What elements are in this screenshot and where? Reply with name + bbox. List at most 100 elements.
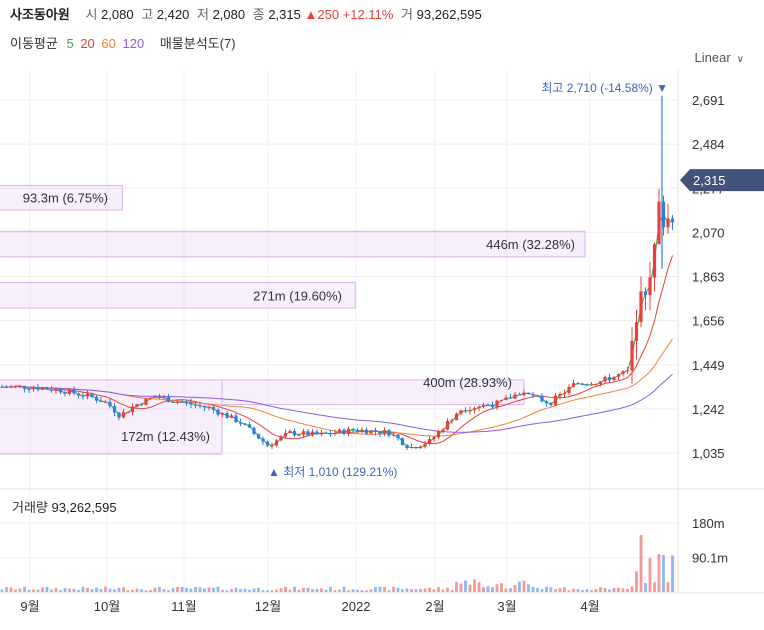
volume-bar: [572, 588, 575, 592]
candle-body: [342, 429, 346, 435]
candle-body: [603, 377, 607, 382]
volume-bar: [108, 588, 112, 592]
volume-bar: [144, 590, 148, 592]
volume-bar: [59, 590, 62, 592]
time-tick-label: 4월: [580, 599, 599, 614]
volume-bar: [45, 586, 49, 592]
candle-body: [594, 383, 598, 385]
volume-bar: [563, 587, 566, 592]
volume-bar: [207, 587, 211, 592]
volume-bar: [594, 589, 598, 592]
candle-body: [148, 397, 153, 399]
candle-body: [544, 401, 549, 404]
candle-body: [108, 401, 112, 407]
time-tick-label: 11월: [171, 599, 196, 614]
volume-profile-toggle[interactable]: 매물분석도(7): [159, 36, 236, 51]
volume-bar: [324, 589, 328, 592]
candle-body: [400, 438, 405, 445]
candle-body: [522, 392, 526, 395]
price-tick-label: 2,691: [692, 93, 725, 108]
candle-body: [310, 431, 315, 436]
candle-body: [274, 440, 279, 446]
volume-bar: [522, 580, 526, 592]
candle-body: [81, 395, 85, 397]
volume-bar: [527, 584, 530, 592]
candle-body: [468, 410, 472, 412]
candle-body: [117, 412, 121, 418]
volume-bar: [315, 588, 319, 592]
volume-bar: [0, 589, 4, 592]
volume-profile-label: 446m (32.28%): [486, 237, 575, 252]
volume-bar: [275, 589, 278, 592]
candle-body: [670, 218, 675, 223]
ma-5: 5: [66, 36, 74, 51]
volume-tick-label: 180m: [692, 516, 725, 531]
candle-body: [351, 428, 355, 431]
volume-bar: [671, 555, 674, 592]
scale-mode-dropdown[interactable]: Linear ∨: [695, 50, 744, 65]
close-value: 2,315: [268, 7, 301, 22]
candle-body: [112, 406, 117, 413]
candle-body: [162, 397, 166, 399]
volume-bar: [603, 588, 607, 592]
candle-body: [562, 393, 567, 395]
volume-bar: [320, 588, 323, 592]
volume-bar: [401, 589, 404, 592]
volume-bar: [63, 587, 67, 592]
volume-bar: [338, 589, 341, 592]
volume-profile-label: 271m (19.60%): [253, 288, 342, 303]
low-price-marker: ▲ 최저 1,010 (129.21%): [268, 465, 397, 479]
candle-body: [634, 322, 639, 342]
candle-body: [166, 397, 171, 403]
candle-body: [463, 410, 468, 412]
ma-label: 이동평균: [10, 36, 58, 51]
volume-bar: [491, 587, 494, 592]
volume-bar: [189, 588, 193, 592]
candle-body: [202, 405, 207, 408]
volume-bar: [486, 586, 490, 592]
candle-body: [171, 402, 175, 404]
candle-body: [418, 446, 423, 449]
candle-body: [607, 377, 612, 381]
volume-bar: [99, 589, 103, 592]
candle-body: [99, 400, 103, 403]
candle-body: [387, 430, 391, 436]
moving-average-legend[interactable]: 이동평균 5 20 60 120 매물분석도(7): [10, 33, 241, 52]
volume-profile-label: 400m (28.93%): [423, 375, 512, 390]
ma-60: 60: [101, 36, 116, 51]
price-tick-label: 2,070: [692, 225, 725, 240]
volume-bar: [270, 590, 274, 592]
volume-bar: [477, 582, 481, 592]
volume-bar: [558, 588, 562, 592]
candle-body: [513, 394, 517, 399]
candle-body: [585, 384, 589, 386]
candle-body: [499, 400, 504, 402]
volume-bar: [230, 588, 233, 592]
candle-body: [333, 432, 337, 435]
volume-bar: [365, 590, 368, 592]
volume-bar: [311, 589, 314, 592]
candle-body: [427, 439, 432, 444]
volume-bar: [306, 587, 310, 592]
candle-body: [94, 396, 99, 401]
candle-body: [270, 445, 274, 447]
volume-bar: [243, 588, 247, 592]
candle-body: [144, 398, 148, 405]
volume-bar: [225, 590, 229, 592]
candle-body: [580, 383, 585, 385]
candle-body: [490, 405, 495, 408]
candle-body: [504, 397, 508, 401]
volume-bar: [567, 590, 571, 592]
candle-body: [252, 427, 256, 434]
candle-body: [472, 408, 477, 411]
candle-body: [238, 422, 243, 424]
volume-bar: [153, 587, 157, 592]
volume-bar: [9, 587, 13, 592]
candle-body: [126, 411, 130, 413]
volume-bar: [32, 589, 35, 592]
candle-body: [58, 389, 63, 393]
ma-20: 20: [80, 36, 95, 51]
change-percent: +12.11%: [342, 7, 394, 22]
candle-body: [243, 423, 247, 425]
